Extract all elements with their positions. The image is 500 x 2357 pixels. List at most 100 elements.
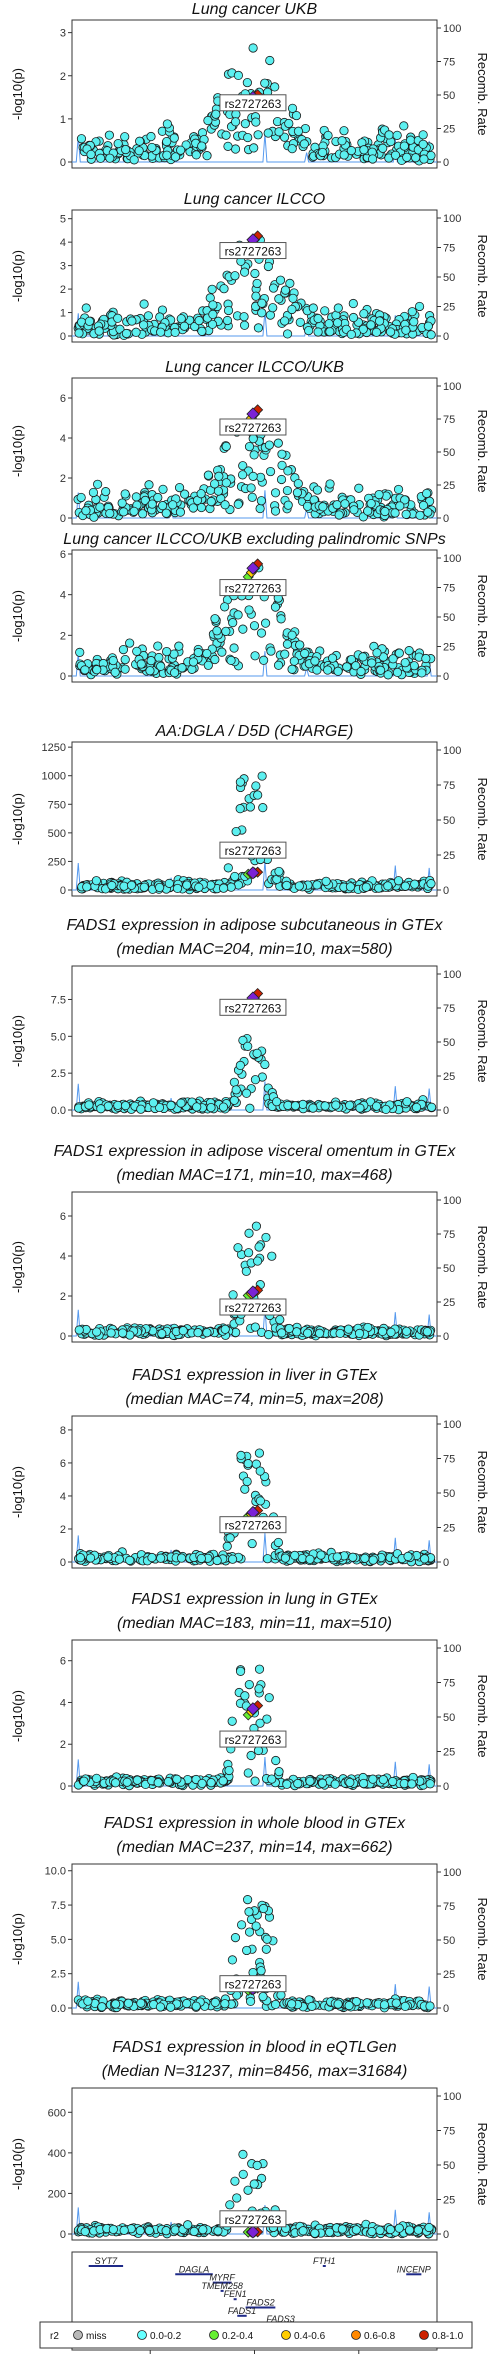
snp-point: [104, 130, 114, 140]
snp-point: [414, 301, 425, 312]
snp-point: [179, 321, 189, 331]
snp-point: [147, 499, 157, 509]
snp-point: [297, 1553, 307, 1564]
snp-point: [368, 1774, 378, 1784]
snp-point: [81, 506, 91, 516]
panel-3: Lung cancer ILCCO/UKB 0 2 4 6 -log10(p) 0 25 50 7…: [10, 359, 490, 525]
snp-point: [261, 1944, 271, 1954]
right-tick-label: 50: [443, 1263, 455, 1275]
right-tick-label: 25: [443, 1297, 455, 1309]
snp-points: [73, 404, 437, 522]
right-tick-label: 50: [443, 272, 455, 284]
snp-point: [154, 882, 165, 893]
y-axis-label: -log10(p): [10, 1015, 25, 1067]
snp-point: [121, 328, 132, 339]
snp-point: [400, 2001, 410, 2012]
snp-point: [267, 1774, 277, 1784]
y-tick-label: 6: [60, 393, 66, 405]
panel-title: Lung cancer ILCCO/UKB: [165, 359, 344, 376]
snp-point: [280, 1553, 290, 1563]
snp-point: [380, 506, 390, 517]
snp-point: [172, 883, 183, 894]
snp-point: [343, 1324, 354, 1334]
right-tick-label: 0: [443, 1105, 449, 1117]
snp-point: [354, 1328, 365, 1338]
right-tick-label: 50: [443, 1037, 455, 1049]
snp-point: [371, 1101, 382, 1111]
snp-point: [374, 316, 385, 326]
snp-point: [255, 503, 265, 514]
snp-point: [203, 115, 213, 126]
snp-point: [144, 2225, 154, 2235]
snp-point: [402, 1097, 412, 1107]
snp-point: [426, 879, 436, 889]
snp-point: [274, 127, 284, 137]
snp-point: [359, 1778, 369, 1789]
legend-swatch: [351, 2330, 361, 2340]
snp-point: [221, 626, 231, 636]
snp-point: [259, 655, 269, 665]
snp-point: [312, 665, 322, 675]
snp-point: [176, 1098, 186, 1108]
y-axis-label: -log10(p): [10, 793, 25, 845]
y-axis-label: -log10(p): [10, 68, 25, 120]
snp-point: [393, 484, 404, 495]
snp-point: [330, 1779, 340, 1789]
snp-point: [162, 150, 172, 160]
panel-title: FADS1 expression in liver in GTEx: [132, 1367, 378, 1384]
snp-point: [320, 306, 330, 316]
snp-point: [188, 657, 199, 667]
snp-point: [85, 1553, 96, 1563]
snp-point: [245, 1103, 255, 1113]
snp-point: [243, 1041, 253, 1051]
y-tick-label: 2: [60, 71, 66, 83]
snp-point: [136, 1104, 146, 1114]
panel-9: FADS1 expression in lung in GTEx (median …: [10, 1591, 490, 1793]
snp-point: [206, 496, 216, 507]
legend-label: miss: [86, 2331, 107, 2342]
snp-point: [346, 329, 356, 340]
snp-point: [271, 1755, 281, 1766]
snp-point: [273, 660, 284, 670]
y-tick-label: 1: [60, 114, 66, 126]
y-tick-label: 4: [60, 1491, 66, 1503]
snp-point: [273, 438, 283, 448]
panel-5: AA:DGLA / D5D (CHARGE)025050075010001250…: [10, 723, 490, 897]
snp-point: [335, 1328, 345, 1339]
snp-point: [108, 655, 118, 666]
snp-point: [413, 2225, 423, 2235]
snp-point: [348, 1552, 358, 1562]
y-tick-label: 0: [60, 1781, 66, 1793]
snp-point: [164, 878, 174, 888]
right-tick-label: 25: [443, 124, 455, 136]
snp-point: [79, 1776, 89, 1786]
snp-point: [276, 474, 287, 485]
legend-label: 0.4-0.6: [294, 2331, 326, 2342]
right-tick-label: 100: [443, 1195, 461, 1207]
snp-point: [367, 658, 377, 668]
snp-point: [230, 271, 240, 281]
snp-point: [401, 1326, 412, 1336]
snp-point: [233, 1243, 243, 1253]
snp-point: [277, 449, 287, 459]
y-tick-label: 0: [60, 2229, 66, 2241]
snp-point: [251, 291, 261, 301]
snp-points: [75, 558, 436, 680]
snp-point: [169, 668, 180, 678]
snp-point: [81, 303, 91, 313]
snp-point: [80, 2227, 90, 2237]
legend-swatch: [209, 2330, 219, 2340]
snp-point: [123, 1998, 134, 2008]
right-tick-label: 25: [443, 1969, 455, 1981]
y-tick-label: 6: [60, 1458, 66, 1470]
snp-point: [228, 618, 238, 628]
snp-point: [379, 2000, 390, 2010]
snp-point: [244, 1927, 255, 1937]
snp-point: [248, 43, 258, 53]
snp-point: [327, 653, 338, 663]
plot-frame: [71, 1191, 438, 1343]
snp-point: [225, 1533, 235, 1543]
right-tick-label: 0: [443, 157, 449, 169]
snp-point: [92, 1327, 102, 1337]
right-tick-label: 0: [443, 2229, 449, 2241]
